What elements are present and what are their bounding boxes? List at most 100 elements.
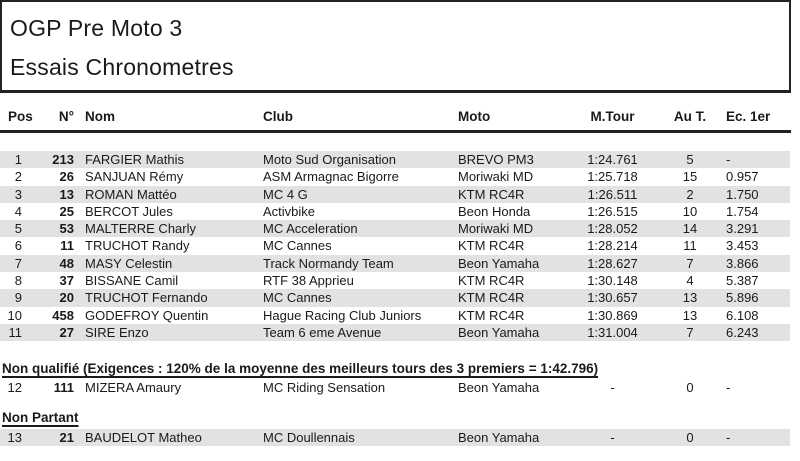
cell-nom: FARGIER Mathis xyxy=(85,152,184,167)
cell-aut: 5 xyxy=(686,152,694,167)
cell-pos: 5 xyxy=(14,221,22,237)
cell-mtour: 1:28.214 xyxy=(587,238,638,254)
cell-club: MC Doullennais xyxy=(263,430,355,445)
cell-mtour: 1:30.148 xyxy=(587,273,638,289)
cell-aut: 7 xyxy=(686,324,694,340)
cell-nom: BERCOT Jules xyxy=(85,203,173,219)
document-header: OGP Pre Moto 3 Essais Chronometres xyxy=(0,0,791,93)
cell-nom: TRUCHOT Fernando xyxy=(85,290,208,306)
cell-nom: GODEFROY Quentin xyxy=(85,307,209,323)
cell-mtour: 1:28.052 xyxy=(587,221,638,237)
cell-aut: 10 xyxy=(682,203,698,219)
cell-mtour: 1:30.869 xyxy=(587,307,638,323)
cell-ec: 1.750 xyxy=(726,186,759,202)
cell-ec: 5.387 xyxy=(726,273,759,289)
cell-aut: 11 xyxy=(683,238,697,254)
results-table-body: 1 213 FARGIER Mathis Moto Sud Organisation B… xyxy=(0,151,790,342)
cell-pos: 1 xyxy=(14,152,22,167)
cell-pos: 11 xyxy=(8,324,23,340)
cell-mtour: 1:26.515 xyxy=(587,203,638,219)
result-row: 4 25 BERCOT Jules Activbike Beon Honda 1:26.5… xyxy=(0,203,790,220)
cell-ec: - xyxy=(726,380,731,395)
cell-club: MC Acceleration xyxy=(263,221,358,237)
result-row: 11 27 SIRE Enzo Team 6 eme Avenue Beon Yamah… xyxy=(0,323,790,342)
cell-ec: 1.754 xyxy=(726,203,759,219)
non-partant-rows: 13 21 BAUDELOT Matheo MC Doullennais Beon Ya… xyxy=(0,429,790,447)
cell-mtour: 1:26.511 xyxy=(587,186,638,202)
cell-pos: 10 xyxy=(7,307,22,323)
cell-mtour: 1:25.718 xyxy=(587,169,638,185)
cell-moto: Beon Yamaha xyxy=(458,324,540,340)
cell-nom: SANJUAN Rémy xyxy=(85,169,184,185)
cell-nom: MALTERRE Charly xyxy=(85,221,197,237)
cell-moto: Beon Yamaha xyxy=(458,255,540,271)
cell-num: 11 xyxy=(60,238,74,254)
cell-moto: KTM RC4R xyxy=(458,186,525,202)
cell-moto: BREVO PM3 xyxy=(458,152,534,167)
session-title: Essais Chronometres xyxy=(10,54,234,80)
event-title: OGP Pre Moto 3 xyxy=(10,15,183,41)
cell-num: 20 xyxy=(59,290,74,306)
result-row: 12 111 MIZERA Amaury MC Riding Sensation Beo… xyxy=(0,379,790,396)
cell-ec: 5.896 xyxy=(726,290,759,306)
cell-pos: 2 xyxy=(14,169,22,185)
cell-nom: ROMAN Mattéo xyxy=(85,186,177,202)
cell-aut: 4 xyxy=(686,273,694,289)
cell-num: 21 xyxy=(59,430,74,445)
cell-num: 213 xyxy=(52,152,74,167)
cell-aut: 2 xyxy=(686,186,694,202)
cell-moto: Moriwaki MD xyxy=(458,221,534,237)
cell-pos: 13 xyxy=(7,430,22,445)
column-header-mtour: M.Tour xyxy=(590,109,635,124)
column-header-club: Club xyxy=(263,109,293,124)
cell-mtour: - xyxy=(610,380,615,395)
result-row: 10 458 GODEFROY Quentin Hague Racing Club J… xyxy=(0,307,790,324)
column-header-moto: Moto xyxy=(458,109,491,124)
cell-mtour: 1:30.657 xyxy=(587,290,638,306)
result-row: 6 11 TRUCHOT Randy MC Cannes KTM RC4R 1:28.21… xyxy=(0,237,790,254)
result-row: 5 53 MALTERRE Charly MC Acceleration Moriwak… xyxy=(0,220,790,238)
table-header-row: Pos N° Nom Club Moto M.Tour Au T. Ec. 1e… xyxy=(0,108,790,126)
cell-pos: 6 xyxy=(14,238,22,254)
cell-moto: Moriwaki MD xyxy=(458,169,534,185)
result-row: 13 21 BAUDELOT Matheo MC Doullennais Beon Ya… xyxy=(0,429,790,447)
result-row: 1 213 FARGIER Mathis Moto Sud Organisation B… xyxy=(0,151,790,169)
cell-club: Moto Sud Organisation xyxy=(263,152,396,167)
cell-club: Hague Racing Club Juniors xyxy=(263,307,422,323)
cell-num: 13 xyxy=(59,186,74,202)
cell-num: 37 xyxy=(59,273,74,289)
cell-pos: 4 xyxy=(14,203,22,219)
cell-ec: 3.866 xyxy=(726,255,759,271)
cell-club: MC Cannes xyxy=(263,238,332,254)
cell-num: 48 xyxy=(59,255,74,271)
cell-ec: 0.957 xyxy=(726,169,759,185)
cell-moto: KTM RC4R xyxy=(458,307,525,323)
cell-ec: 6.108 xyxy=(726,307,759,323)
cell-aut: 13 xyxy=(682,307,698,323)
cell-ec: - xyxy=(726,152,731,167)
cell-mtour: 1:28.627 xyxy=(587,255,638,271)
cell-nom: BAUDELOT Matheo xyxy=(85,430,202,445)
column-header-nom: Nom xyxy=(85,109,115,124)
cell-moto: KTM RC4R xyxy=(458,273,525,289)
cell-pos: 12 xyxy=(7,380,22,395)
cell-ec: 3.291 xyxy=(726,221,759,237)
cell-ec: 6.243 xyxy=(726,324,759,340)
cell-nom: TRUCHOT Randy xyxy=(85,238,190,254)
cell-num: 458 xyxy=(52,307,74,323)
cell-club: MC 4 G xyxy=(263,186,308,202)
cell-moto: KTM RC4R xyxy=(458,238,525,254)
cell-pos: 9 xyxy=(14,290,22,306)
cell-num: 111 xyxy=(53,380,74,395)
cell-pos: 7 xyxy=(14,255,22,271)
cell-moto: Beon Honda xyxy=(458,203,531,219)
cell-num: 25 xyxy=(59,203,74,219)
cell-nom: SIRE Enzo xyxy=(85,324,149,340)
cell-num: 26 xyxy=(59,169,74,185)
cell-club: ASM Armagnac Bigorre xyxy=(263,169,399,185)
cell-aut: 15 xyxy=(682,169,698,185)
cell-nom: BISSANE Camil xyxy=(85,273,179,289)
result-row: 7 48 MASY Celestin Track Normandy Team Beon … xyxy=(0,254,790,273)
cell-club: Track Normandy Team xyxy=(263,255,394,271)
